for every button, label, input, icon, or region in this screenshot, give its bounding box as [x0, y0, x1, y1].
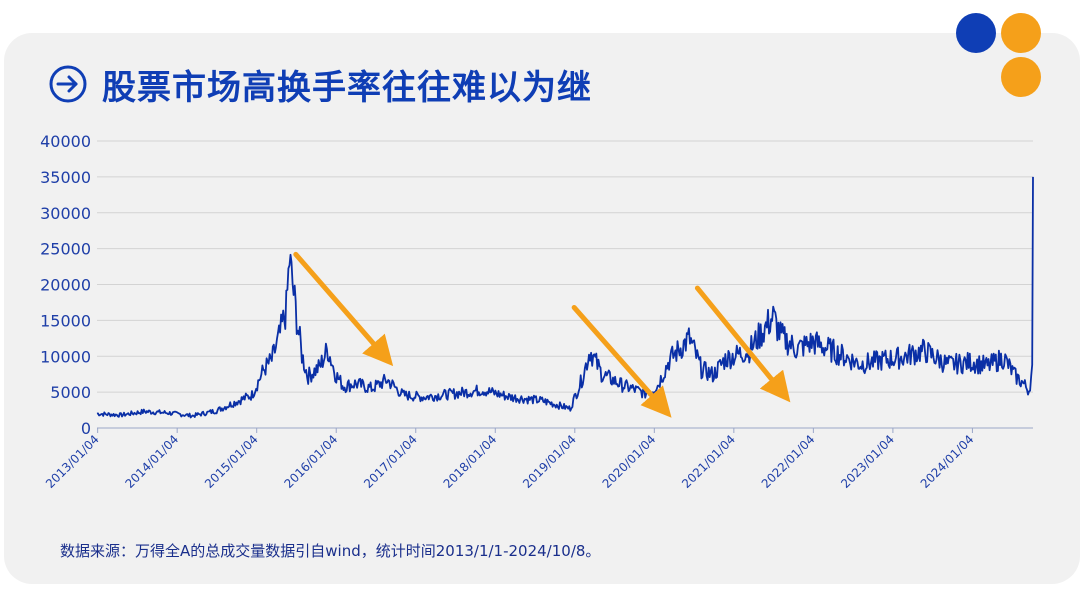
- x-axis: 2013/01/04 2014/01/04 2015/01/04 2016/01/04…: [43, 428, 977, 491]
- y-tick-label: 35000: [40, 168, 91, 187]
- x-tick-label: 2018/01/04: [441, 432, 500, 491]
- trend-arrow: [293, 251, 394, 367]
- x-tick-label: 2013/01/04: [43, 432, 102, 491]
- dot-orange-top: [1001, 13, 1041, 53]
- annotations: [293, 251, 791, 418]
- y-tick-label: 25000: [40, 240, 91, 259]
- y-tick-label: 15000: [40, 311, 91, 330]
- y-tick-label: 0: [81, 419, 91, 438]
- x-tick-label: 2023/01/04: [838, 432, 897, 491]
- x-tick-label: 2021/01/04: [679, 432, 738, 491]
- y-tick-label: 40000: [40, 132, 91, 151]
- dot-orange-bottom: [1001, 57, 1041, 97]
- x-tick-label: 2020/01/04: [600, 432, 659, 491]
- trend-arrow: [694, 285, 791, 403]
- x-tick-label: 2015/01/04: [202, 432, 261, 491]
- trend-arrow: [571, 304, 672, 418]
- footnote: 数据来源：万得全A的总成交量数据引自wind，统计时间2013/1/1-2024…: [60, 542, 601, 560]
- x-tick-label: 2016/01/04: [282, 432, 341, 491]
- arrow-circle-right-icon: [49, 65, 87, 103]
- dot-blue: [956, 13, 996, 53]
- decor-dots: [952, 10, 1048, 102]
- page-title: 股票市场高换手率往往难以为继: [102, 67, 592, 108]
- x-tick-label: 2024/01/04: [918, 432, 977, 491]
- x-tick-label: 2019/01/04: [520, 432, 579, 491]
- title-row: 股票市场高换手率往往难以为继: [48, 62, 592, 108]
- x-tick-label: 2017/01/04: [361, 432, 420, 491]
- grid: [97, 140, 1033, 429]
- y-tick-label: 10000: [40, 347, 91, 366]
- y-axis: 0 5000 10000 15000 20000 25000 30000 35000 40000: [40, 132, 91, 438]
- series-layer: [96, 176, 1034, 419]
- series-line: [96, 176, 1034, 419]
- y-tick-label: 30000: [40, 204, 91, 223]
- x-tick-label: 2014/01/04: [122, 432, 181, 491]
- y-tick-label: 20000: [40, 276, 91, 295]
- x-tick-label: 2022/01/04: [759, 432, 818, 491]
- y-tick-label: 5000: [50, 383, 91, 402]
- chart-card: [4, 33, 1080, 584]
